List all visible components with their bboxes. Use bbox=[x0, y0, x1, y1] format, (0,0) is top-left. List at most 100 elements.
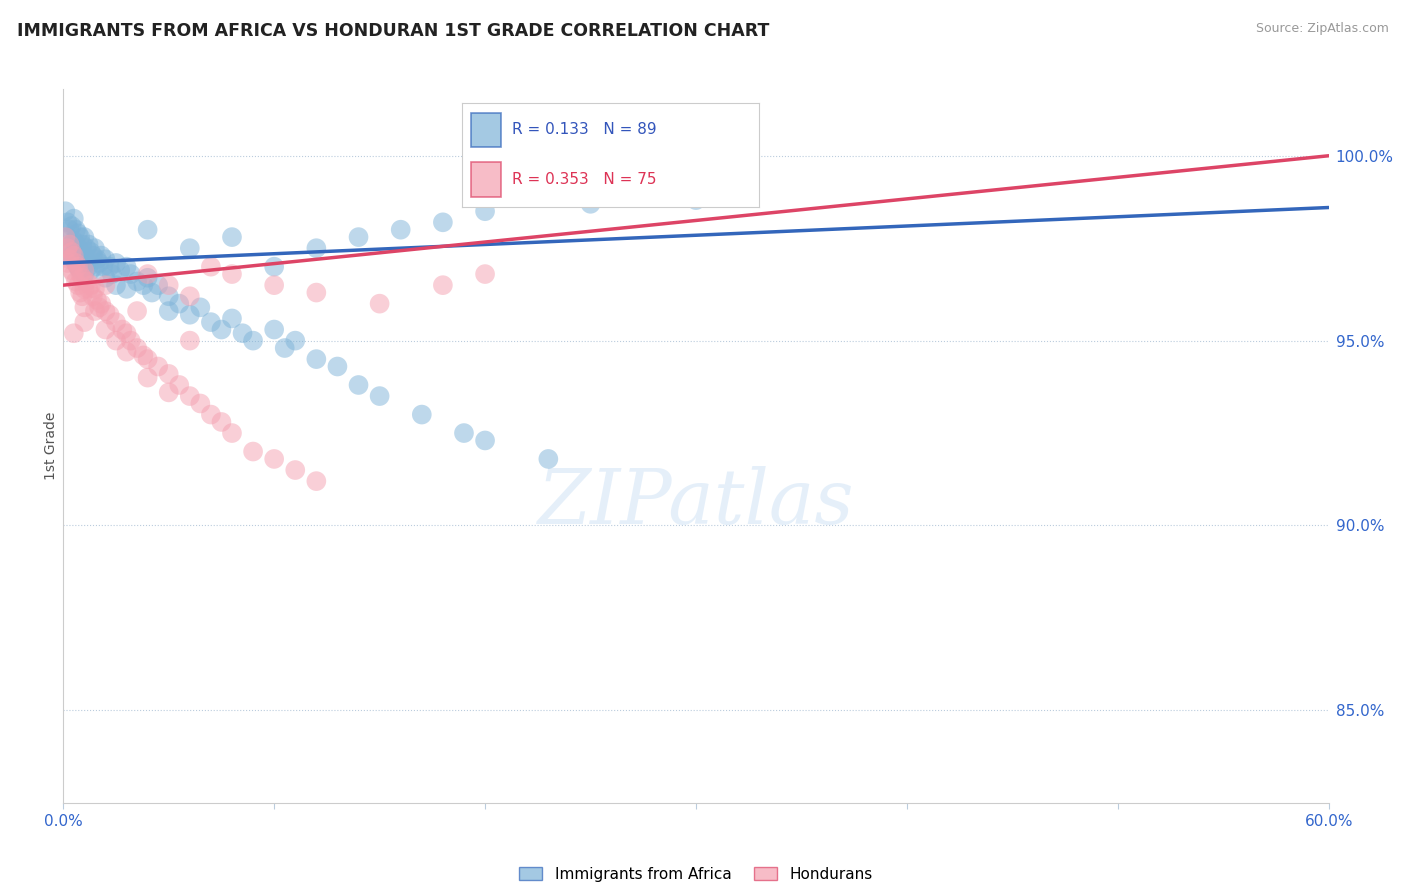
Point bbox=[67, 241, 90, 255]
Point bbox=[200, 260, 222, 274]
Point bbox=[136, 370, 159, 384]
Point bbox=[347, 230, 370, 244]
Point bbox=[82, 289, 104, 303]
Point bbox=[98, 308, 121, 322]
Point bbox=[67, 278, 90, 293]
Point bbox=[60, 244, 83, 259]
Point bbox=[82, 249, 104, 263]
Point bbox=[115, 344, 138, 359]
Point bbox=[141, 285, 163, 300]
Point bbox=[77, 237, 100, 252]
Point bbox=[111, 322, 134, 336]
Point bbox=[579, 196, 602, 211]
Point bbox=[94, 322, 117, 336]
Point bbox=[221, 230, 243, 244]
Point bbox=[105, 256, 127, 270]
Point bbox=[157, 304, 180, 318]
Point bbox=[537, 452, 560, 467]
Point bbox=[105, 278, 127, 293]
Point bbox=[58, 252, 80, 267]
Point bbox=[157, 278, 180, 293]
Point bbox=[79, 263, 103, 277]
Point bbox=[105, 334, 127, 348]
Point bbox=[211, 415, 233, 429]
Point bbox=[157, 367, 180, 381]
Point bbox=[305, 241, 328, 255]
Point bbox=[98, 260, 121, 274]
Point bbox=[65, 256, 87, 270]
Point bbox=[56, 230, 79, 244]
Point bbox=[221, 267, 243, 281]
Point bbox=[60, 219, 83, 233]
Point bbox=[188, 396, 212, 410]
Point bbox=[73, 315, 96, 329]
Point bbox=[69, 230, 91, 244]
Point bbox=[79, 278, 103, 293]
Point bbox=[685, 193, 707, 207]
Point bbox=[60, 249, 83, 263]
Point bbox=[474, 267, 496, 281]
Point bbox=[263, 452, 285, 467]
Point bbox=[73, 263, 96, 277]
Point bbox=[77, 282, 100, 296]
Point bbox=[579, 178, 602, 193]
Point bbox=[62, 267, 84, 281]
Point bbox=[432, 278, 454, 293]
Point bbox=[53, 204, 76, 219]
Point bbox=[221, 311, 243, 326]
Point bbox=[231, 326, 254, 341]
Point bbox=[53, 230, 76, 244]
Point bbox=[148, 278, 170, 293]
Point bbox=[84, 282, 107, 296]
Point bbox=[60, 237, 83, 252]
Point bbox=[62, 252, 84, 267]
Point bbox=[305, 352, 328, 367]
Point bbox=[56, 241, 79, 255]
Point bbox=[115, 326, 138, 341]
Point bbox=[221, 425, 243, 440]
Point bbox=[79, 244, 103, 259]
Point bbox=[474, 434, 496, 448]
Point bbox=[70, 252, 93, 267]
Point bbox=[69, 267, 91, 281]
Point bbox=[474, 204, 496, 219]
Point bbox=[136, 267, 159, 281]
Point bbox=[211, 322, 233, 336]
Text: IMMIGRANTS FROM AFRICA VS HONDURAN 1ST GRADE CORRELATION CHART: IMMIGRANTS FROM AFRICA VS HONDURAN 1ST G… bbox=[17, 22, 769, 40]
Point bbox=[305, 474, 328, 488]
Point bbox=[62, 249, 84, 263]
Point bbox=[65, 223, 87, 237]
Point bbox=[76, 241, 98, 255]
Point bbox=[169, 378, 191, 392]
Point bbox=[94, 252, 117, 267]
Point bbox=[70, 289, 93, 303]
Point bbox=[274, 341, 297, 355]
Point bbox=[84, 260, 107, 274]
Point bbox=[179, 389, 201, 403]
Point bbox=[56, 256, 79, 270]
Point bbox=[56, 215, 79, 229]
Point bbox=[136, 270, 159, 285]
Point bbox=[73, 301, 96, 315]
Point bbox=[87, 301, 110, 315]
Point bbox=[411, 408, 433, 422]
Point bbox=[685, 167, 707, 181]
Point bbox=[90, 249, 112, 263]
Point bbox=[347, 378, 370, 392]
Point bbox=[67, 227, 90, 241]
Point bbox=[179, 308, 201, 322]
Point bbox=[179, 334, 201, 348]
Point bbox=[169, 296, 191, 310]
Text: Source: ZipAtlas.com: Source: ZipAtlas.com bbox=[1256, 22, 1389, 36]
Point bbox=[77, 260, 100, 274]
Point bbox=[90, 296, 112, 310]
Point bbox=[120, 334, 142, 348]
Point bbox=[58, 237, 80, 252]
Point bbox=[157, 385, 180, 400]
Point bbox=[84, 304, 107, 318]
Point bbox=[84, 241, 107, 255]
Point bbox=[242, 444, 264, 458]
Point bbox=[453, 425, 475, 440]
Point bbox=[86, 252, 108, 267]
Point bbox=[115, 282, 138, 296]
